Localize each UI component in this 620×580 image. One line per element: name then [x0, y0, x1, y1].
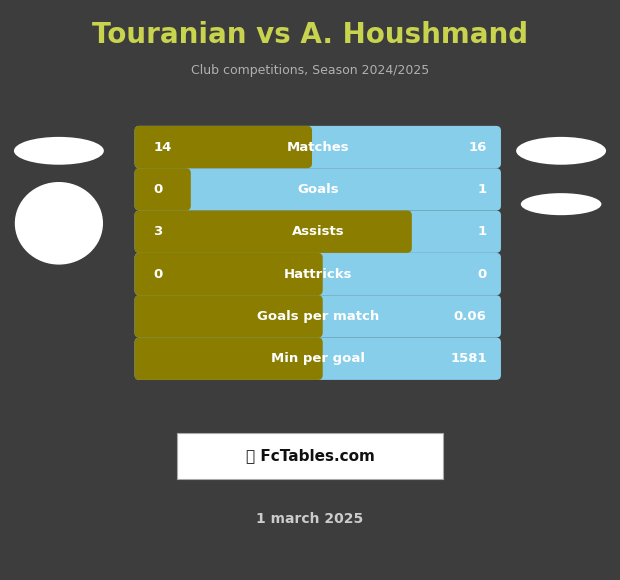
- Text: Goals per match: Goals per match: [257, 310, 379, 323]
- FancyBboxPatch shape: [135, 295, 501, 338]
- FancyBboxPatch shape: [135, 168, 501, 211]
- Text: 0: 0: [477, 267, 487, 281]
- FancyBboxPatch shape: [135, 211, 501, 253]
- Text: Goals: Goals: [297, 183, 339, 196]
- FancyBboxPatch shape: [135, 211, 412, 253]
- FancyBboxPatch shape: [135, 338, 501, 380]
- FancyBboxPatch shape: [135, 253, 501, 295]
- Text: 1: 1: [477, 183, 487, 196]
- Text: Assists: Assists: [291, 225, 344, 238]
- Text: 16: 16: [468, 140, 487, 154]
- Text: Touranian vs A. Houshmand: Touranian vs A. Houshmand: [92, 21, 528, 49]
- Text: 1: 1: [477, 225, 487, 238]
- Text: Matches: Matches: [286, 140, 349, 154]
- FancyBboxPatch shape: [177, 433, 443, 478]
- FancyBboxPatch shape: [135, 253, 323, 295]
- Ellipse shape: [14, 137, 104, 165]
- Text: 0.06: 0.06: [454, 310, 487, 323]
- Text: 0: 0: [153, 183, 162, 196]
- Circle shape: [16, 183, 102, 264]
- Text: 📊 FcTables.com: 📊 FcTables.com: [246, 448, 374, 463]
- Text: Min per goal: Min per goal: [271, 352, 365, 365]
- Text: 3: 3: [153, 225, 162, 238]
- Text: 14: 14: [153, 140, 172, 154]
- Text: 0: 0: [153, 267, 162, 281]
- FancyBboxPatch shape: [135, 168, 191, 211]
- Ellipse shape: [521, 193, 601, 215]
- FancyBboxPatch shape: [135, 126, 501, 168]
- FancyBboxPatch shape: [135, 338, 323, 380]
- Text: 1581: 1581: [450, 352, 487, 365]
- Text: Club competitions, Season 2024/2025: Club competitions, Season 2024/2025: [191, 64, 429, 77]
- FancyBboxPatch shape: [135, 126, 312, 168]
- Ellipse shape: [516, 137, 606, 165]
- Text: Hattricks: Hattricks: [283, 267, 352, 281]
- Text: 1 march 2025: 1 march 2025: [257, 512, 363, 526]
- FancyBboxPatch shape: [135, 295, 323, 338]
